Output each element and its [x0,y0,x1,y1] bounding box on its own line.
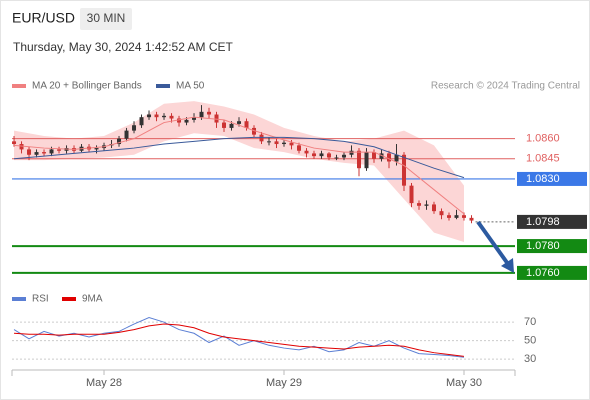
candle-body [252,127,257,135]
candle-body [42,152,47,154]
candle-body [192,117,197,120]
legend-swatch [62,297,76,301]
candle-body [342,154,347,158]
candle-body [132,125,137,131]
level-box [517,239,587,254]
level-label: 1.0780 [526,240,560,252]
legend-swatch [12,297,26,301]
candle-body [462,215,467,218]
candle-body [139,117,144,126]
y-tick-label: 70 [524,316,536,328]
candle-body [27,149,32,155]
level-box [517,171,587,186]
candle-body [34,152,39,155]
candle-body [417,203,422,206]
candle-body [57,149,62,151]
interval-box [80,8,132,30]
candle-body [147,114,152,118]
ma-line [13,116,465,215]
candle-body [357,150,362,169]
candle-body [169,115,174,119]
candle-body [304,150,309,154]
rsi-line [13,323,465,357]
x-tick-label: May 29 [266,377,302,389]
candle-body [237,121,242,124]
candle-body [349,150,354,155]
ma-line [13,136,465,179]
legend-label: RSI [32,294,49,305]
y-tick-label: 30 [524,353,536,365]
level-label: 1.0798 [526,216,560,228]
interval: 30 MIN [87,11,126,25]
candle-body [49,149,54,154]
candle-body [244,121,249,128]
legend-swatch [12,84,26,88]
candle-body [124,130,129,139]
level-box [517,214,587,229]
candle-body [327,153,332,158]
candle-body [447,215,452,218]
candle-body [312,153,317,157]
candle-body [267,141,272,143]
candle-body [207,111,212,115]
candle-body [402,154,407,186]
candle-body [409,185,414,204]
candle-body [387,153,392,162]
candle-body [12,141,17,145]
candle-body [259,134,264,142]
level-label: 1.0760 [526,267,560,279]
level-label: 1.0845 [526,153,560,165]
legend-label: MA 20 + Bollinger Bands [32,81,142,92]
candle-body [319,153,324,157]
level-label: 1.0860 [526,133,560,145]
candle-body [199,111,204,118]
timestamp: Thursday, May 30, 2024 1:42:52 AM CET [13,40,234,54]
forecast-arrow [476,220,510,266]
x-tick-label: May 28 [86,377,122,389]
candle-body [454,215,459,218]
candle-body [214,114,219,123]
candle-body [334,157,339,159]
candle-body [274,141,279,145]
level-label: 1.0830 [526,173,560,185]
candle-body [154,114,159,118]
forecast-arrow-head [501,258,514,273]
candle-body [19,144,24,150]
candle-body [222,122,227,128]
y-tick-label: 50 [524,335,536,347]
legend-label: MA 50 [176,81,205,92]
rsi-line [13,317,465,358]
legend-label: 9MA [82,294,103,305]
candle-body [289,142,294,146]
candle-body [117,138,122,145]
symbol: EUR/USD [12,10,75,26]
credit: Research © 2024 Trading Central [431,81,580,92]
legend-swatch [156,84,170,88]
candle-body [379,153,384,159]
candle-body [469,217,474,221]
candle-body [184,119,189,123]
candle-body [439,211,444,216]
candle-body [364,152,369,169]
level-box [517,265,587,280]
x-tick-label: May 30 [446,377,482,389]
candle-body [282,142,287,145]
candle-body [177,118,182,123]
candle-body [424,204,429,206]
candle-body [162,115,167,118]
candle-body [372,152,377,159]
candle-body [432,204,437,212]
candle-body [229,123,234,128]
candle-body [297,145,302,151]
candle-body [94,148,99,150]
candle-body [394,154,399,162]
